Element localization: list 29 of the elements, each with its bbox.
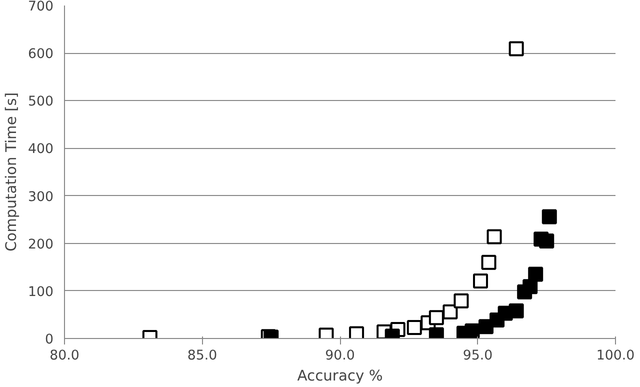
point (349, 326, 364, 338)
y-tick-label: 700 (28, 0, 54, 14)
x-tick-label: 95.0 (462, 348, 493, 364)
point (539, 233, 554, 248)
y-tick-label: 200 (28, 237, 54, 252)
point (464, 323, 480, 338)
point (428, 310, 444, 326)
x-tick-label: 85.0 (187, 348, 218, 364)
y-tick-label: 300 (28, 190, 54, 205)
point (454, 293, 469, 308)
x-axis-title: Accuracy % (297, 368, 383, 384)
point (406, 320, 422, 336)
point (473, 273, 488, 288)
point (442, 304, 458, 320)
y-tick-label: 600 (28, 47, 54, 62)
x-tick-label: 100.0 (596, 348, 635, 364)
x-tick-label: 90.0 (325, 348, 355, 364)
point (481, 254, 496, 270)
y-tick-label: 0 (45, 332, 54, 348)
y-tick-label: 500 (28, 94, 54, 110)
y-tick-label: 100 (28, 284, 54, 300)
y-tick-label: 400 (28, 142, 54, 158)
point (486, 229, 502, 244)
point (508, 303, 524, 318)
point (528, 266, 544, 282)
point (542, 209, 557, 224)
y-axis-title: Computation Time [s] (3, 92, 20, 252)
point (508, 41, 524, 56)
x-tick-label: 80.0 (50, 348, 80, 364)
